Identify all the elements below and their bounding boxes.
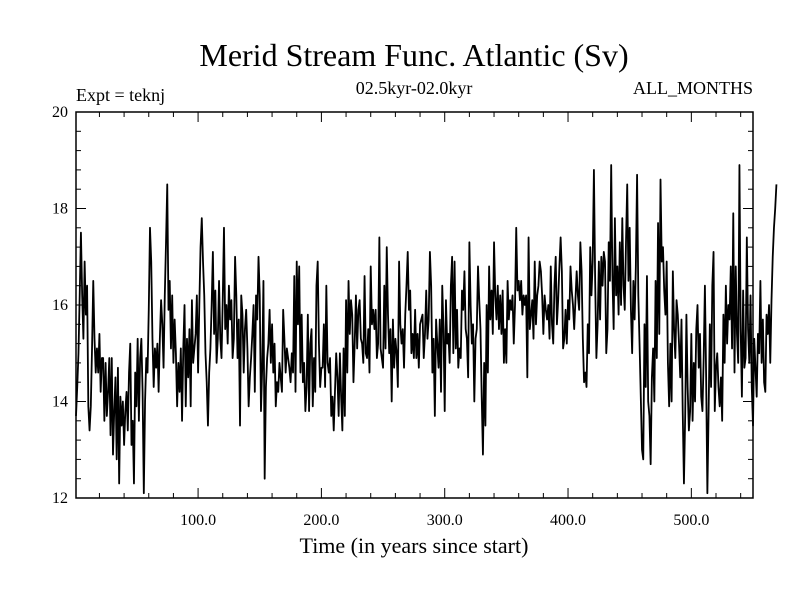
x-axis-label: Time (in years since start)	[300, 533, 529, 558]
y-tick-label: 20	[52, 104, 68, 121]
plot-frame	[75, 111, 754, 499]
y-tick-label: 18	[52, 201, 68, 218]
x-tick-label: 200.0	[303, 512, 339, 529]
x-tick-label: 100.0	[180, 512, 216, 529]
x-tick-label: 500.0	[673, 512, 709, 529]
x-tick-label: 400.0	[550, 512, 586, 529]
y-tick-label: 16	[52, 297, 68, 314]
y-tick-label: 12	[52, 490, 68, 507]
series-layer	[75, 164, 778, 495]
months-label: ALL_MONTHS	[633, 78, 753, 98]
series-line	[75, 164, 778, 495]
y-tick-label: 14	[52, 394, 68, 411]
x-tick-label: 300.0	[427, 512, 463, 529]
axes-layer: 100.0 200.0 300.0 400.0 500.0 12 14 16 18 20	[52, 104, 753, 529]
experiment-label: Expt = teknj	[76, 85, 165, 105]
chart-title: Merid Stream Func. Atlantic (Sv)	[199, 37, 628, 73]
chart-subtitle: 02.5kyr-02.0kyr	[356, 78, 473, 98]
